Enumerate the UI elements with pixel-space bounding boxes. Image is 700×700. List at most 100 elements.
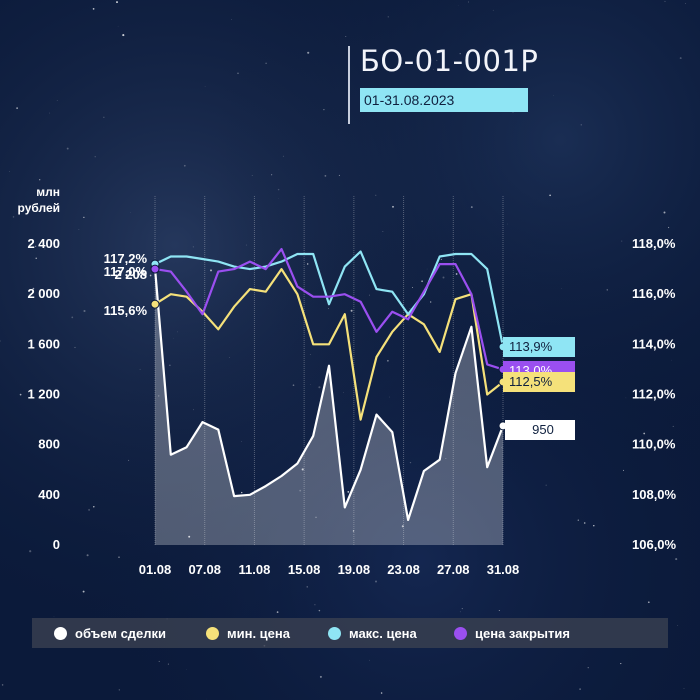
- star: [53, 616, 55, 618]
- y-right-tick-label: 116,0%: [632, 286, 676, 301]
- star: [470, 206, 473, 209]
- star: [318, 609, 321, 612]
- star: [643, 432, 646, 435]
- y-left-tick-label: 0: [53, 537, 60, 552]
- star: [118, 556, 120, 558]
- star: [436, 59, 438, 61]
- star: [369, 294, 371, 296]
- star: [32, 287, 35, 290]
- star: [19, 393, 22, 396]
- star: [49, 112, 50, 114]
- star: [347, 490, 350, 493]
- star: [549, 194, 551, 197]
- max-price-line: [154, 250, 505, 348]
- star: [169, 364, 171, 367]
- volume-line: [153, 268, 505, 522]
- star: [86, 554, 89, 557]
- end-label-max: 113,9%: [503, 336, 575, 357]
- star: [672, 425, 674, 427]
- star: [445, 458, 447, 459]
- min-price-line: [154, 268, 504, 421]
- star: [620, 663, 622, 665]
- star: [387, 16, 389, 18]
- x-tick-label: 11.08: [239, 562, 271, 577]
- legend-dot-min: [206, 626, 219, 640]
- x-tick-label: 15.08: [288, 562, 321, 577]
- star: [647, 601, 650, 604]
- star: [183, 164, 186, 167]
- star: [118, 689, 120, 691]
- star: [683, 688, 685, 690]
- star: [39, 179, 41, 181]
- star: [426, 268, 428, 270]
- star: [66, 147, 69, 150]
- star: [409, 308, 411, 310]
- star: [387, 359, 389, 362]
- star: [83, 216, 85, 218]
- star: [204, 86, 206, 87]
- y-right-tick-label: 106,0%: [632, 537, 677, 552]
- y-left-tick-label: 2 400: [27, 236, 60, 251]
- star: [0, 340, 1, 342]
- star: [318, 386, 321, 389]
- star: [271, 174, 273, 176]
- star: [71, 316, 74, 319]
- star: [501, 446, 503, 448]
- y-left-tick-label: 800: [38, 437, 60, 452]
- star: [622, 469, 625, 471]
- star: [229, 357, 230, 358]
- star: [307, 263, 309, 265]
- star: [277, 188, 280, 191]
- end-label-volume: 950: [505, 419, 575, 440]
- star: [158, 660, 160, 662]
- legend-item-volume: объем сделки: [54, 618, 166, 648]
- star: [663, 211, 666, 214]
- star: [209, 269, 213, 272]
- star: [421, 280, 423, 283]
- close-price-dot: [150, 264, 160, 274]
- star: [139, 368, 141, 370]
- y-left-tick-label: 1 200: [27, 387, 60, 402]
- x-tick-label: 07.08: [188, 562, 221, 577]
- star: [392, 205, 394, 208]
- star: [241, 491, 243, 494]
- star: [78, 229, 80, 230]
- star: [492, 9, 494, 11]
- x-tick-label: 27.08: [437, 562, 470, 577]
- x-tick-label: 23.08: [387, 562, 420, 577]
- star: [88, 508, 91, 511]
- star: [343, 392, 344, 393]
- star: [29, 550, 32, 553]
- star: [440, 258, 442, 260]
- star: [314, 604, 316, 606]
- star: [9, 171, 10, 173]
- star: [561, 288, 563, 289]
- star: [56, 100, 58, 102]
- star: [430, 301, 432, 303]
- legend-label-close: цена закрытия: [475, 625, 570, 641]
- star: [245, 244, 247, 246]
- legend-dot-max: [328, 626, 341, 640]
- title-divider: [348, 46, 350, 124]
- star: [94, 156, 96, 158]
- star: [345, 35, 347, 37]
- star: [299, 489, 302, 492]
- star: [461, 608, 463, 610]
- star: [442, 276, 445, 279]
- star: [324, 175, 327, 177]
- legend-item-min: мин. цена: [206, 618, 290, 648]
- star: [177, 331, 178, 333]
- star: [218, 571, 220, 573]
- star: [231, 19, 232, 20]
- star: [587, 667, 589, 669]
- star: [369, 659, 370, 661]
- star: [664, 0, 666, 2]
- x-tick-label: 01.08: [139, 562, 172, 577]
- star: [350, 309, 353, 312]
- star: [35, 257, 37, 259]
- legend-label-min: мин. цена: [227, 625, 290, 641]
- star: [192, 246, 194, 248]
- star: [327, 308, 330, 310]
- star: [1, 684, 4, 686]
